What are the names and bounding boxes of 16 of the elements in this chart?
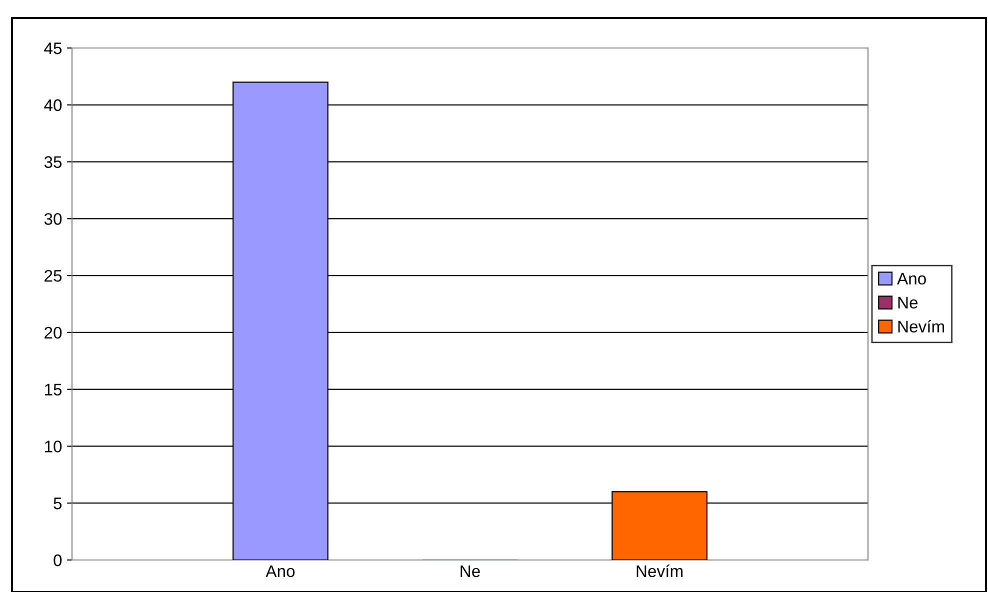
y-tick-label: 0 <box>54 554 62 566</box>
x-tick-label: Nevím <box>636 564 682 578</box>
y-tick-label: 10 <box>45 440 62 452</box>
y-tick-label: 5 <box>54 498 62 510</box>
y-tick-label: 45 <box>44 42 62 54</box>
y-tick-label: 20 <box>44 326 62 339</box>
y-tick-label: 25 <box>44 270 62 282</box>
y-tick-label: 40 <box>44 99 62 112</box>
legend-label: Ano <box>897 272 926 285</box>
y-tick-label: 15 <box>45 384 62 396</box>
legend-label: Nevím <box>898 320 944 332</box>
y-tick-label: 30 <box>44 213 62 225</box>
x-tick-label: Ano <box>266 565 295 578</box>
x-tick-label: Ne <box>460 565 480 578</box>
legend-label: Ne <box>898 296 918 309</box>
y-tick-label: 35 <box>44 156 62 168</box>
